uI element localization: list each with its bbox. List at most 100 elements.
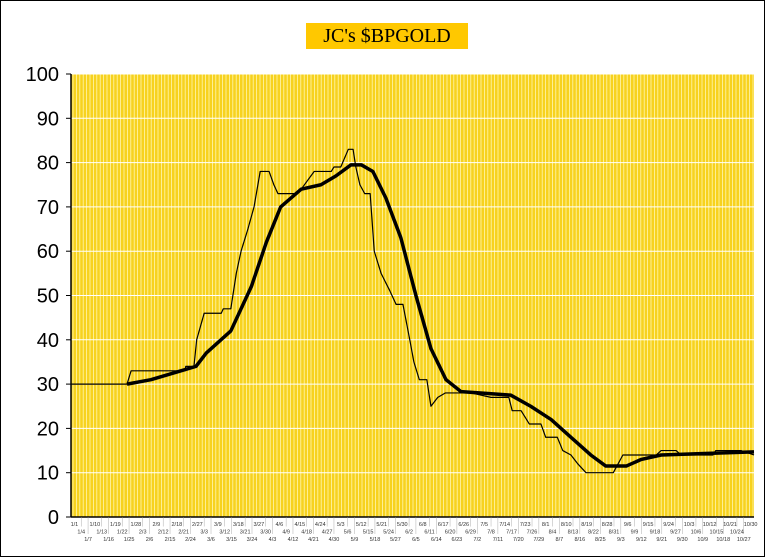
x-tick-label: 4/3 xyxy=(269,537,277,543)
x-tick-label: 3/18 xyxy=(233,522,244,528)
x-tick-label: 9/15 xyxy=(643,522,654,528)
x-tick-label: 9/21 xyxy=(656,537,667,543)
x-tick-label: 7/5 xyxy=(480,522,488,528)
y-tick-label: 90 xyxy=(37,108,59,130)
x-tick-label: 7/29 xyxy=(533,537,544,543)
x-tick-label: 5/21 xyxy=(376,522,387,528)
x-tick-label: 8/1 xyxy=(542,522,550,528)
x-tick-label: 8/16 xyxy=(574,537,585,543)
x-tick-label: 8/31 xyxy=(609,530,620,536)
x-tick-label: 1/13 xyxy=(96,530,107,536)
x-tick-label: 8/28 xyxy=(602,522,613,528)
y-tick-label: 50 xyxy=(37,286,59,308)
x-tick-label: 8/10 xyxy=(561,522,572,528)
x-tick-label: 6/8 xyxy=(419,522,427,528)
x-tick-label: 7/20 xyxy=(513,537,524,543)
y-tick-label: 80 xyxy=(37,153,59,175)
x-tick-label: 3/24 xyxy=(247,537,258,543)
x-tick-label: 6/5 xyxy=(412,537,420,543)
x-tick-label: 4/30 xyxy=(329,537,340,543)
raw-series-line xyxy=(71,148,755,474)
x-tick-label: 8/22 xyxy=(588,530,599,536)
x-tick-label: 9/18 xyxy=(650,530,661,536)
x-tick-label: 1/1 xyxy=(71,522,79,528)
x-tick-label: 10/21 xyxy=(723,522,737,528)
x-tick-label: 1/4 xyxy=(77,530,85,536)
x-tick-label: 1/25 xyxy=(124,537,135,543)
x-tick-label: 5/3 xyxy=(337,522,345,528)
x-tick-label: 9/12 xyxy=(636,537,647,543)
y-tick-label: 0 xyxy=(48,507,59,529)
x-tick-label: 4/15 xyxy=(294,522,305,528)
x-tick-label: 10/12 xyxy=(703,522,717,528)
x-tick-label: 1/7 xyxy=(84,537,92,543)
x-tick-label: 10/27 xyxy=(737,537,751,543)
smoothed-series-line xyxy=(126,163,755,468)
x-tick-label: 10/30 xyxy=(744,522,758,528)
y-tick-label: 60 xyxy=(37,241,59,263)
x-tick-label: 3/12 xyxy=(219,530,230,536)
x-tick-label: 7/17 xyxy=(506,530,517,536)
x-tick-label: 5/18 xyxy=(370,537,381,543)
x-tick-label: 1/22 xyxy=(117,530,128,536)
x-tick-label: 9/3 xyxy=(617,537,625,543)
x-tick-label: 3/27 xyxy=(253,522,264,528)
x-tick-label: 5/30 xyxy=(397,522,408,528)
x-tick-label: 5/27 xyxy=(390,537,401,543)
y-tick-label: 100 xyxy=(26,64,59,86)
x-tick-label: 3/9 xyxy=(214,522,222,528)
x-tick-label: 8/25 xyxy=(595,537,606,543)
x-tick-label: 6/11 xyxy=(424,530,434,536)
x-tick-label: 2/18 xyxy=(172,522,183,528)
x-tick-label: 5/9 xyxy=(351,537,359,543)
x-tick-label: 3/21 xyxy=(240,530,251,536)
x-tick-label: 3/6 xyxy=(207,537,215,543)
x-tick-label: 6/17 xyxy=(438,522,449,528)
x-tick-label: 9/6 xyxy=(624,522,632,528)
x-tick-label: 2/15 xyxy=(165,537,176,543)
x-tick-label: 2/12 xyxy=(158,530,169,536)
x-tick-label: 4/24 xyxy=(315,522,326,528)
x-tick-label: 3/3 xyxy=(200,530,208,536)
x-tick-label: 2/9 xyxy=(153,522,161,528)
x-tick-label: 9/30 xyxy=(677,537,688,543)
x-tick-label: 4/27 xyxy=(322,530,333,536)
x-tick-label: 7/2 xyxy=(474,537,482,543)
x-tick-label: 10/9 xyxy=(697,537,708,543)
x-tick-label: 10/3 xyxy=(684,522,695,528)
x-tick-label: 7/14 xyxy=(499,522,510,528)
x-tick-label: 7/26 xyxy=(527,530,538,536)
x-tick-label: 6/23 xyxy=(452,537,463,543)
chart-title: JC's $BPGOLD xyxy=(306,23,468,49)
x-tick-label: 10/6 xyxy=(691,530,702,536)
x-tick-label: 7/11 xyxy=(493,537,503,543)
x-tick-label: 2/6 xyxy=(146,537,154,543)
x-tick-label: 1/10 xyxy=(90,522,101,528)
x-tick-label: 4/12 xyxy=(288,537,299,543)
x-tick-label: 6/14 xyxy=(431,537,442,543)
x-tick-label: 7/8 xyxy=(487,530,495,536)
x-tick-label: 6/2 xyxy=(405,530,413,536)
x-tick-label: 8/19 xyxy=(581,522,592,528)
x-tick-label: 6/20 xyxy=(445,530,456,536)
x-tick-label: 10/18 xyxy=(716,537,730,543)
x-tick-label: 5/24 xyxy=(383,530,394,536)
x-tick-label: 5/12 xyxy=(356,522,367,528)
x-tick-label: 6/26 xyxy=(458,522,469,528)
x-tick-label: 2/27 xyxy=(192,522,203,528)
x-tick-label: 4/21 xyxy=(308,537,319,543)
x-tick-label: 5/6 xyxy=(344,530,352,536)
y-tick-label: 10 xyxy=(37,463,59,485)
x-tick-label: 4/9 xyxy=(282,530,290,536)
y-tick-label: 30 xyxy=(37,374,59,396)
x-tick-label: 3/30 xyxy=(260,530,271,536)
x-tick-label: 6/29 xyxy=(465,530,476,536)
x-tick-label: 7/23 xyxy=(520,522,531,528)
x-tick-label: 9/27 xyxy=(670,530,681,536)
x-tick-label: 1/19 xyxy=(110,522,121,528)
x-tick-label: 4/6 xyxy=(275,522,283,528)
x-tick-label: 2/24 xyxy=(185,537,196,543)
x-tick-label: 8/7 xyxy=(556,537,564,543)
